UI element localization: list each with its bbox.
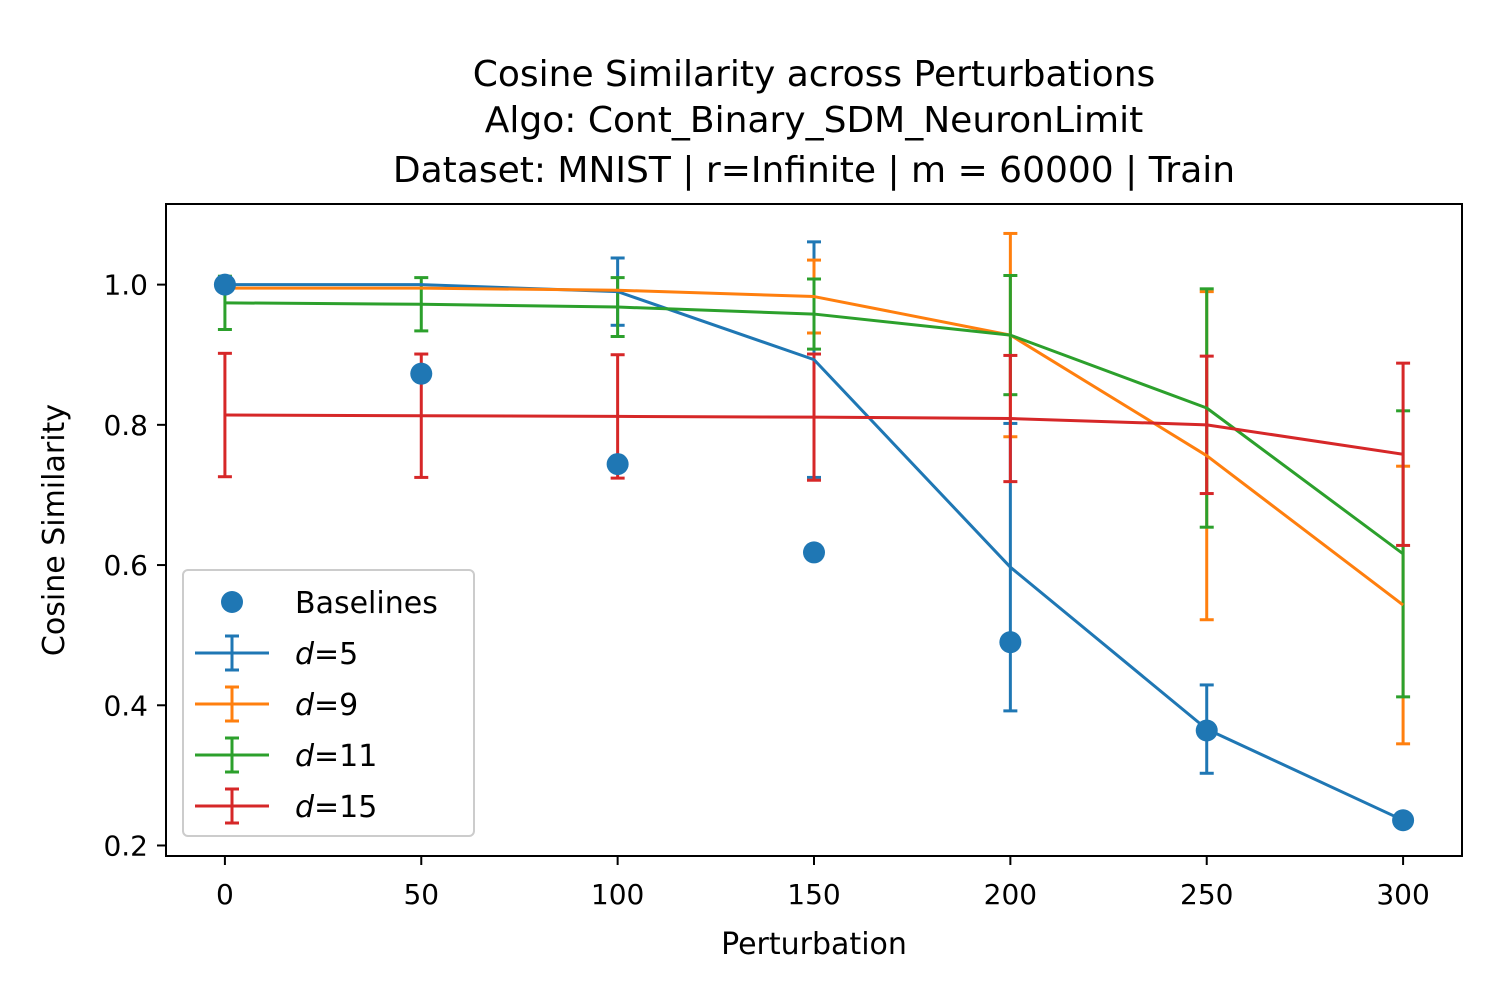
legend-marker-baselines [221,591,243,613]
baseline-points [213,273,1415,832]
legend-label-baselines: Baselines [295,586,438,621]
series-3-errorbars [217,351,1411,547]
legend-entry-d11: d=11 [195,736,377,774]
series-line-d11 [224,301,1404,556]
x-tick-label: 0 [216,878,234,911]
chart-subtitle-2: Dataset: MNIST | r=Infinite | m = 60000 … [393,150,1235,191]
legend-label: d=15 [295,790,377,825]
y-tick-label: 1.0 [103,269,148,302]
x-tick-label: 150 [787,878,840,911]
series-line-d9 [224,286,1404,607]
legend-label: d=5 [295,637,358,672]
plot-area [213,231,1415,832]
legend-box [182,569,475,837]
x-tick-label: 250 [1180,878,1233,911]
baseline-point [410,362,433,385]
x-tick-label: 50 [403,878,439,911]
baseline-point [803,541,825,564]
y-tick-label: 0.4 [103,689,148,722]
baseline-point [1392,809,1415,832]
legend-entry-d15: d=15 [195,787,377,825]
y-axis-label: Cosine Similarity [37,404,72,656]
series-1-errorbars [807,231,1411,746]
x-axis-label: Perturbation [721,927,907,962]
x-tick-label: 200 [984,878,1037,911]
axis-ticks: 0 50 100 150 200 250 300 0.2 0.4 0.6 0.8 1.0 [103,269,1429,911]
legend-label: d=9 [295,688,358,723]
y-tick-label: 0.2 [103,829,148,862]
chart-title: Cosine Similarity across Perturbations [473,54,1156,95]
legend-entry-d5: d=5 [195,634,358,672]
x-tick-label: 300 [1376,878,1429,911]
y-tick-label: 0.8 [103,409,148,442]
chart-subtitle-1: Algo: Cont_Binary_SDM_NeuronLimit [485,100,1143,141]
baseline-point [999,631,1022,654]
x-tick-label: 100 [591,878,644,911]
legend: Baselines d=5 d=9 d=11 d=15 [182,569,475,837]
legend-entry-d9: d=9 [195,685,358,723]
baseline-point [606,453,629,476]
y-tick-label: 0.6 [103,549,148,582]
legend-label: d=11 [295,739,377,774]
series-line-d15 [224,413,1404,456]
baseline-point [213,273,236,296]
baseline-point [1195,719,1218,742]
